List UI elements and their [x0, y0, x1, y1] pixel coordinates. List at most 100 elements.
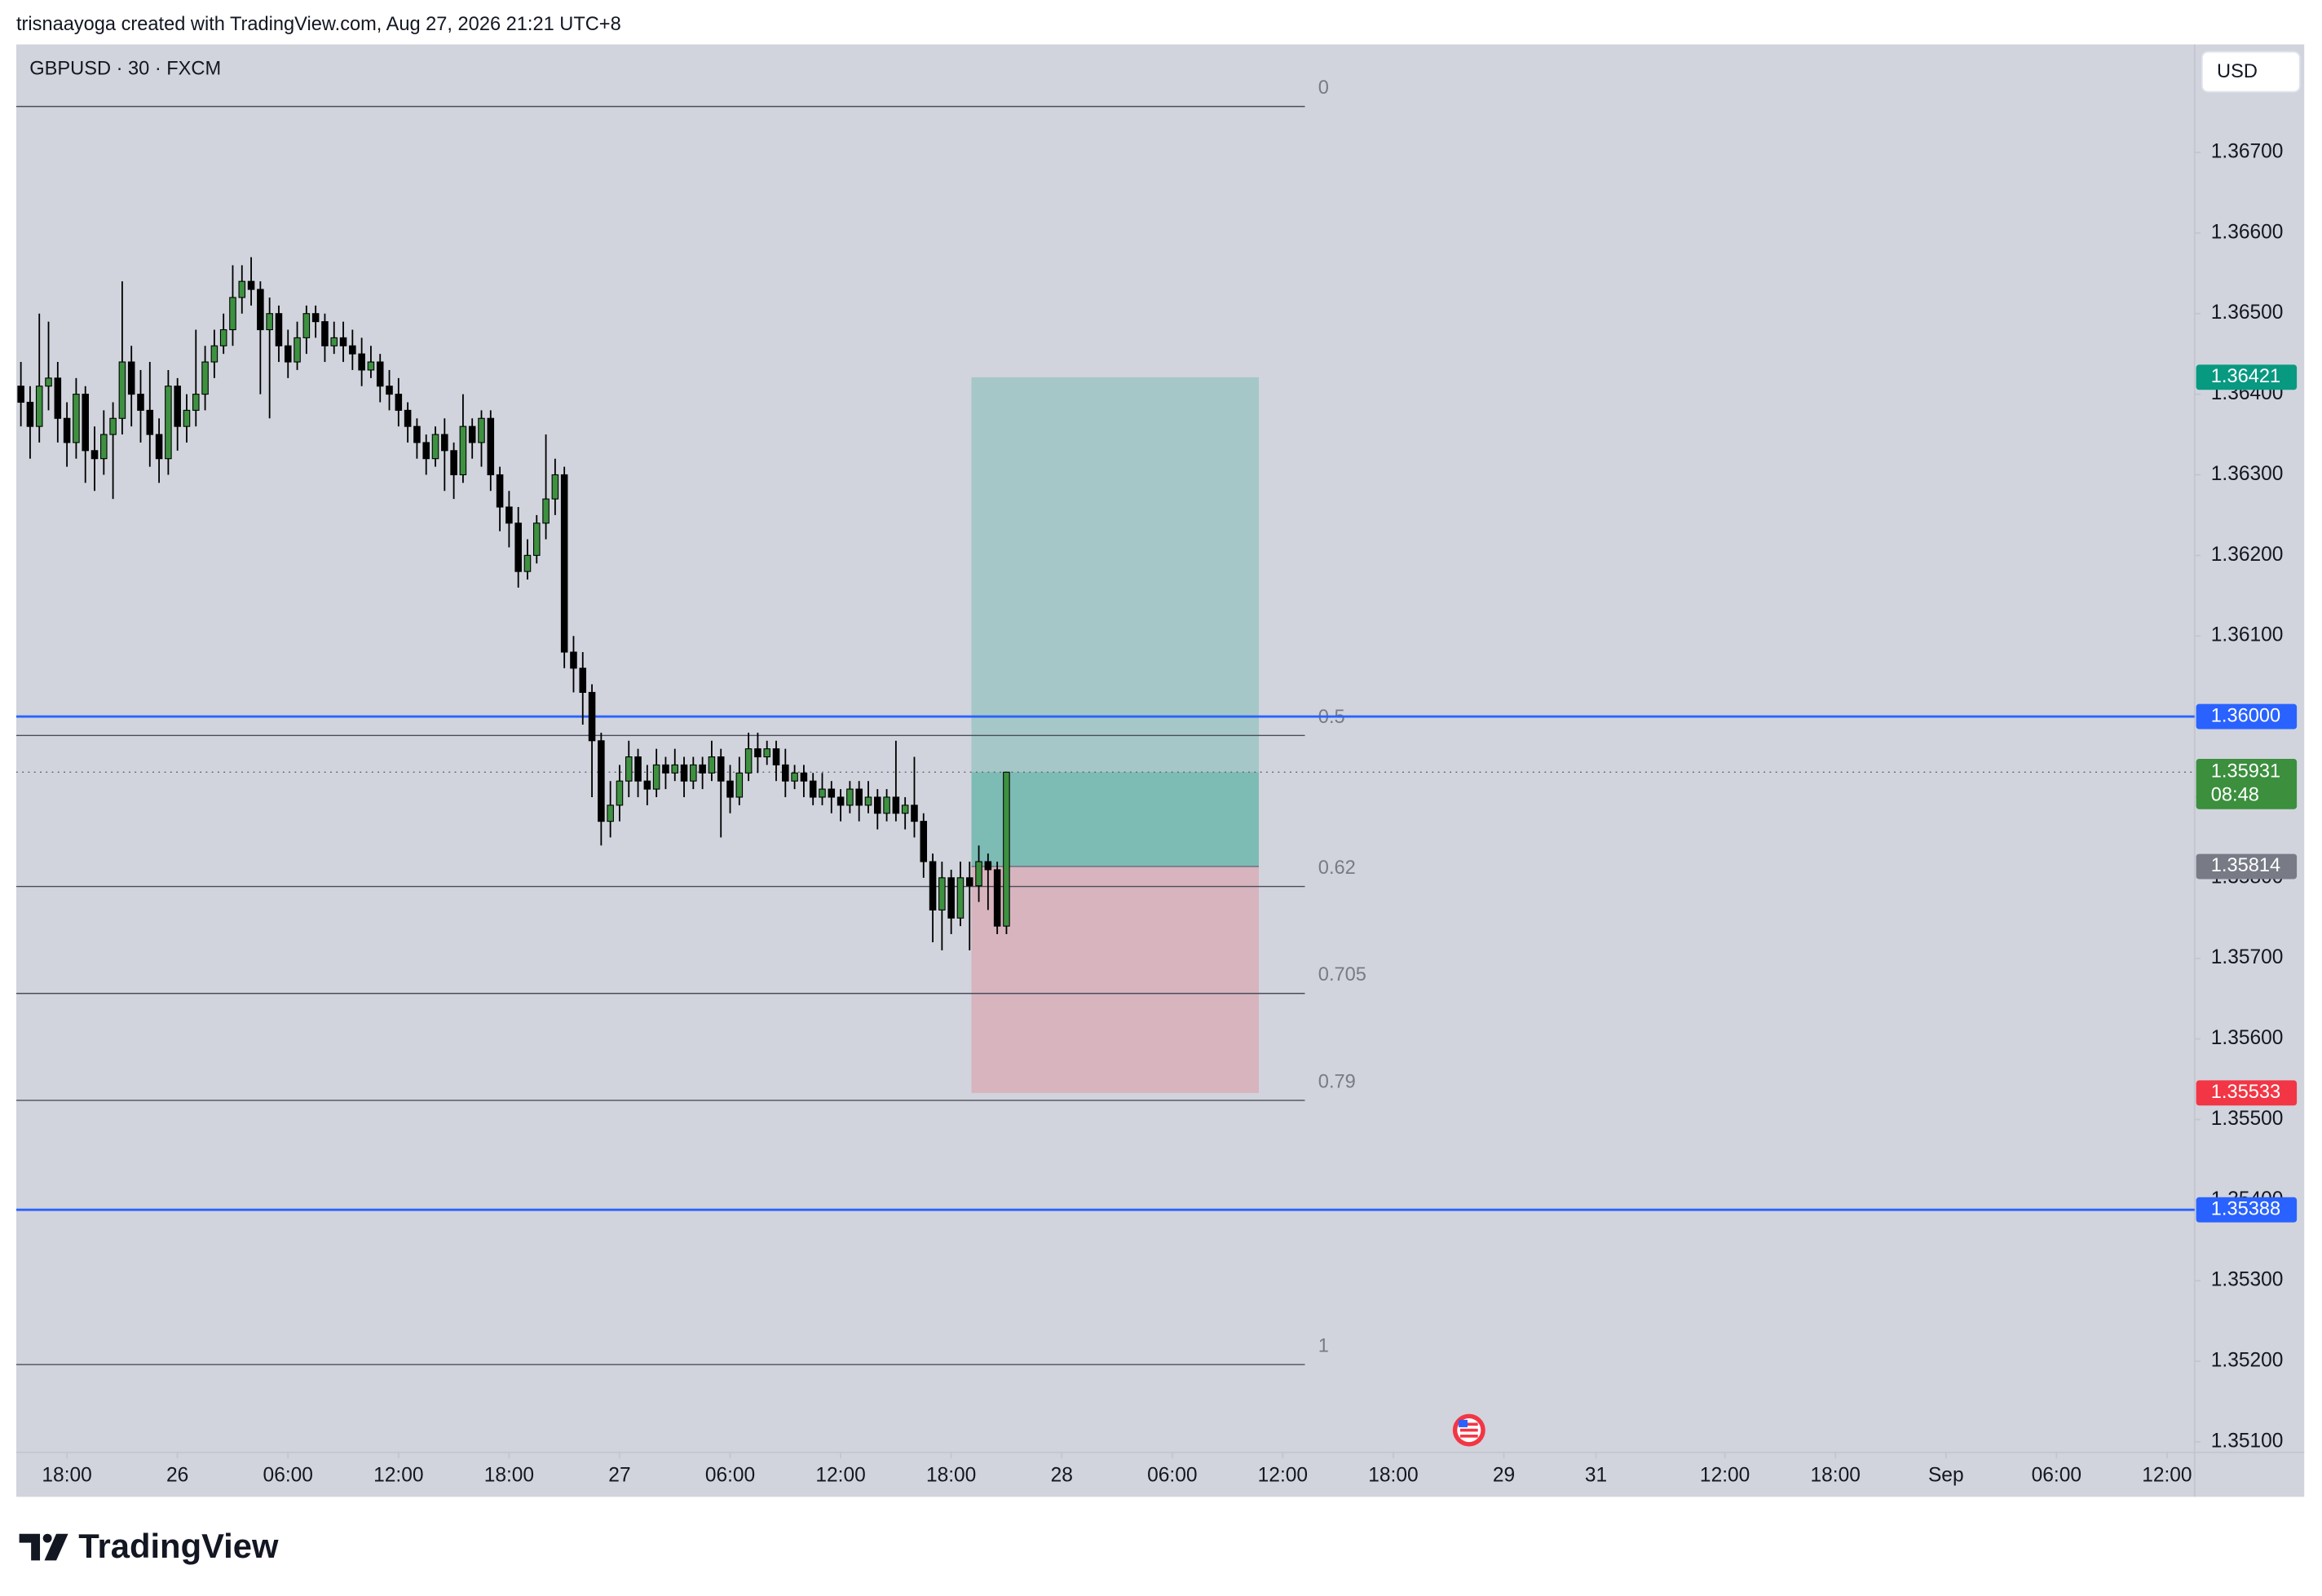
fib-label: 0.705: [1318, 964, 1366, 985]
candle-body: [892, 796, 900, 814]
logo-mark: [44, 1533, 68, 1561]
x-tick-label: 06:00: [1147, 1464, 1197, 1486]
candle-body: [819, 788, 826, 798]
logo-mark: [19, 1533, 41, 1561]
zones: [971, 377, 1259, 1093]
candle-body: [311, 313, 320, 323]
candle-body: [45, 377, 52, 387]
candle-body: [726, 780, 734, 798]
bar-countdown: 08:48: [2211, 785, 2259, 806]
x-tick-label: 29: [1493, 1464, 1515, 1486]
candle-body: [127, 361, 135, 395]
candle-body: [828, 788, 836, 798]
price-badge-label: 1.36421: [2211, 366, 2280, 387]
x-tick-label: 12:00: [373, 1464, 423, 1486]
candle-body: [63, 417, 71, 443]
candle-body: [35, 386, 43, 427]
candle-body: [229, 297, 236, 331]
target-zone: [971, 377, 1259, 867]
candle-body: [118, 361, 126, 419]
candle-body: [395, 394, 403, 411]
x-tick-label: 06:00: [2032, 1464, 2081, 1486]
y-tick-label: 1.35100: [2211, 1430, 2284, 1452]
candle-body: [809, 780, 817, 798]
x-tick-label: 31: [1585, 1464, 1607, 1486]
candle-body: [984, 861, 992, 871]
candle-body: [302, 313, 311, 338]
candle-body: [376, 361, 384, 387]
candle-body: [201, 361, 209, 395]
x-tick-label: 12:00: [1700, 1464, 1750, 1486]
x-tick-label: 18:00: [1811, 1464, 1861, 1486]
candle-body: [109, 417, 117, 435]
candle-body: [54, 377, 62, 419]
x-tick-label: 18:00: [1368, 1464, 1418, 1486]
event-marker: [1452, 1413, 1485, 1447]
y-tick-label: 1.35200: [2211, 1350, 2284, 1372]
candle-body: [275, 313, 283, 346]
candle-body: [855, 788, 863, 806]
candle-body: [965, 877, 973, 887]
x-tick-label: 18:00: [42, 1464, 91, 1486]
candle-body: [90, 450, 99, 460]
candle-body: [735, 772, 744, 798]
candle-body: [625, 756, 633, 782]
candle-body: [837, 796, 845, 806]
candle-body: [763, 748, 770, 758]
currency-button-label[interactable]: USD: [2217, 61, 2258, 82]
symbol-title: GBPUSD · 30 · FXCM: [29, 59, 221, 80]
event-marker-stripe: [1459, 1422, 1478, 1426]
x-tick-label: 18:00: [484, 1464, 534, 1486]
fib-label: 0: [1318, 77, 1329, 99]
y-tick-label: 1.36500: [2211, 302, 2284, 324]
candle-body: [551, 474, 559, 500]
candle-body: [929, 861, 937, 910]
candle-body: [533, 522, 541, 556]
candle-body: [247, 280, 255, 290]
candle-body: [1003, 771, 1010, 927]
candle-body: [754, 748, 761, 758]
price-badge-label: 1.35814: [2211, 855, 2280, 876]
currency-button[interactable]: [2201, 51, 2301, 93]
y-tick-label: 1.36700: [2211, 140, 2284, 162]
candle-body: [183, 409, 191, 427]
candle-body: [339, 337, 347, 346]
candle-body: [791, 772, 798, 782]
candle-body: [542, 498, 550, 524]
candle-body: [155, 434, 163, 460]
candle-body: [219, 328, 227, 346]
price-badge: [2196, 364, 2298, 390]
fib-label: 1: [1318, 1335, 1329, 1356]
candle-body: [294, 337, 301, 363]
x-tick-label: 12:00: [1258, 1464, 1308, 1486]
y-tick-label: 1.36600: [2211, 221, 2284, 243]
x-tick-label: 28: [1051, 1464, 1073, 1486]
candle-body: [911, 805, 918, 822]
x-tick-label: 06:00: [705, 1464, 755, 1486]
current-price-label: 1.35931: [2211, 761, 2280, 783]
fib-label: 0.62: [1318, 858, 1356, 879]
candle-body: [560, 474, 568, 653]
candle-body: [671, 764, 679, 774]
candle-body: [708, 756, 716, 774]
price-badge: [2196, 853, 2298, 880]
candle-body: [367, 361, 375, 371]
candle-body: [607, 805, 614, 822]
y-tick-label: 1.36200: [2211, 544, 2284, 566]
candle-body: [699, 764, 706, 774]
candles: [17, 257, 1010, 950]
x-tick-label: 06:00: [263, 1464, 313, 1486]
candle-body: [100, 434, 108, 460]
candle-body: [468, 425, 476, 443]
candle-body: [450, 450, 457, 476]
candle-body: [523, 554, 532, 572]
candle-body: [514, 522, 522, 572]
x-tick-label: 12:00: [2142, 1464, 2192, 1486]
candle-body: [947, 877, 955, 919]
candle-body: [459, 425, 467, 476]
candle-body: [717, 756, 725, 782]
candle-body: [266, 313, 273, 331]
candle-body: [662, 764, 669, 774]
y-tick-label: 1.35600: [2211, 1027, 2284, 1049]
price-badge: [2196, 1080, 2298, 1106]
